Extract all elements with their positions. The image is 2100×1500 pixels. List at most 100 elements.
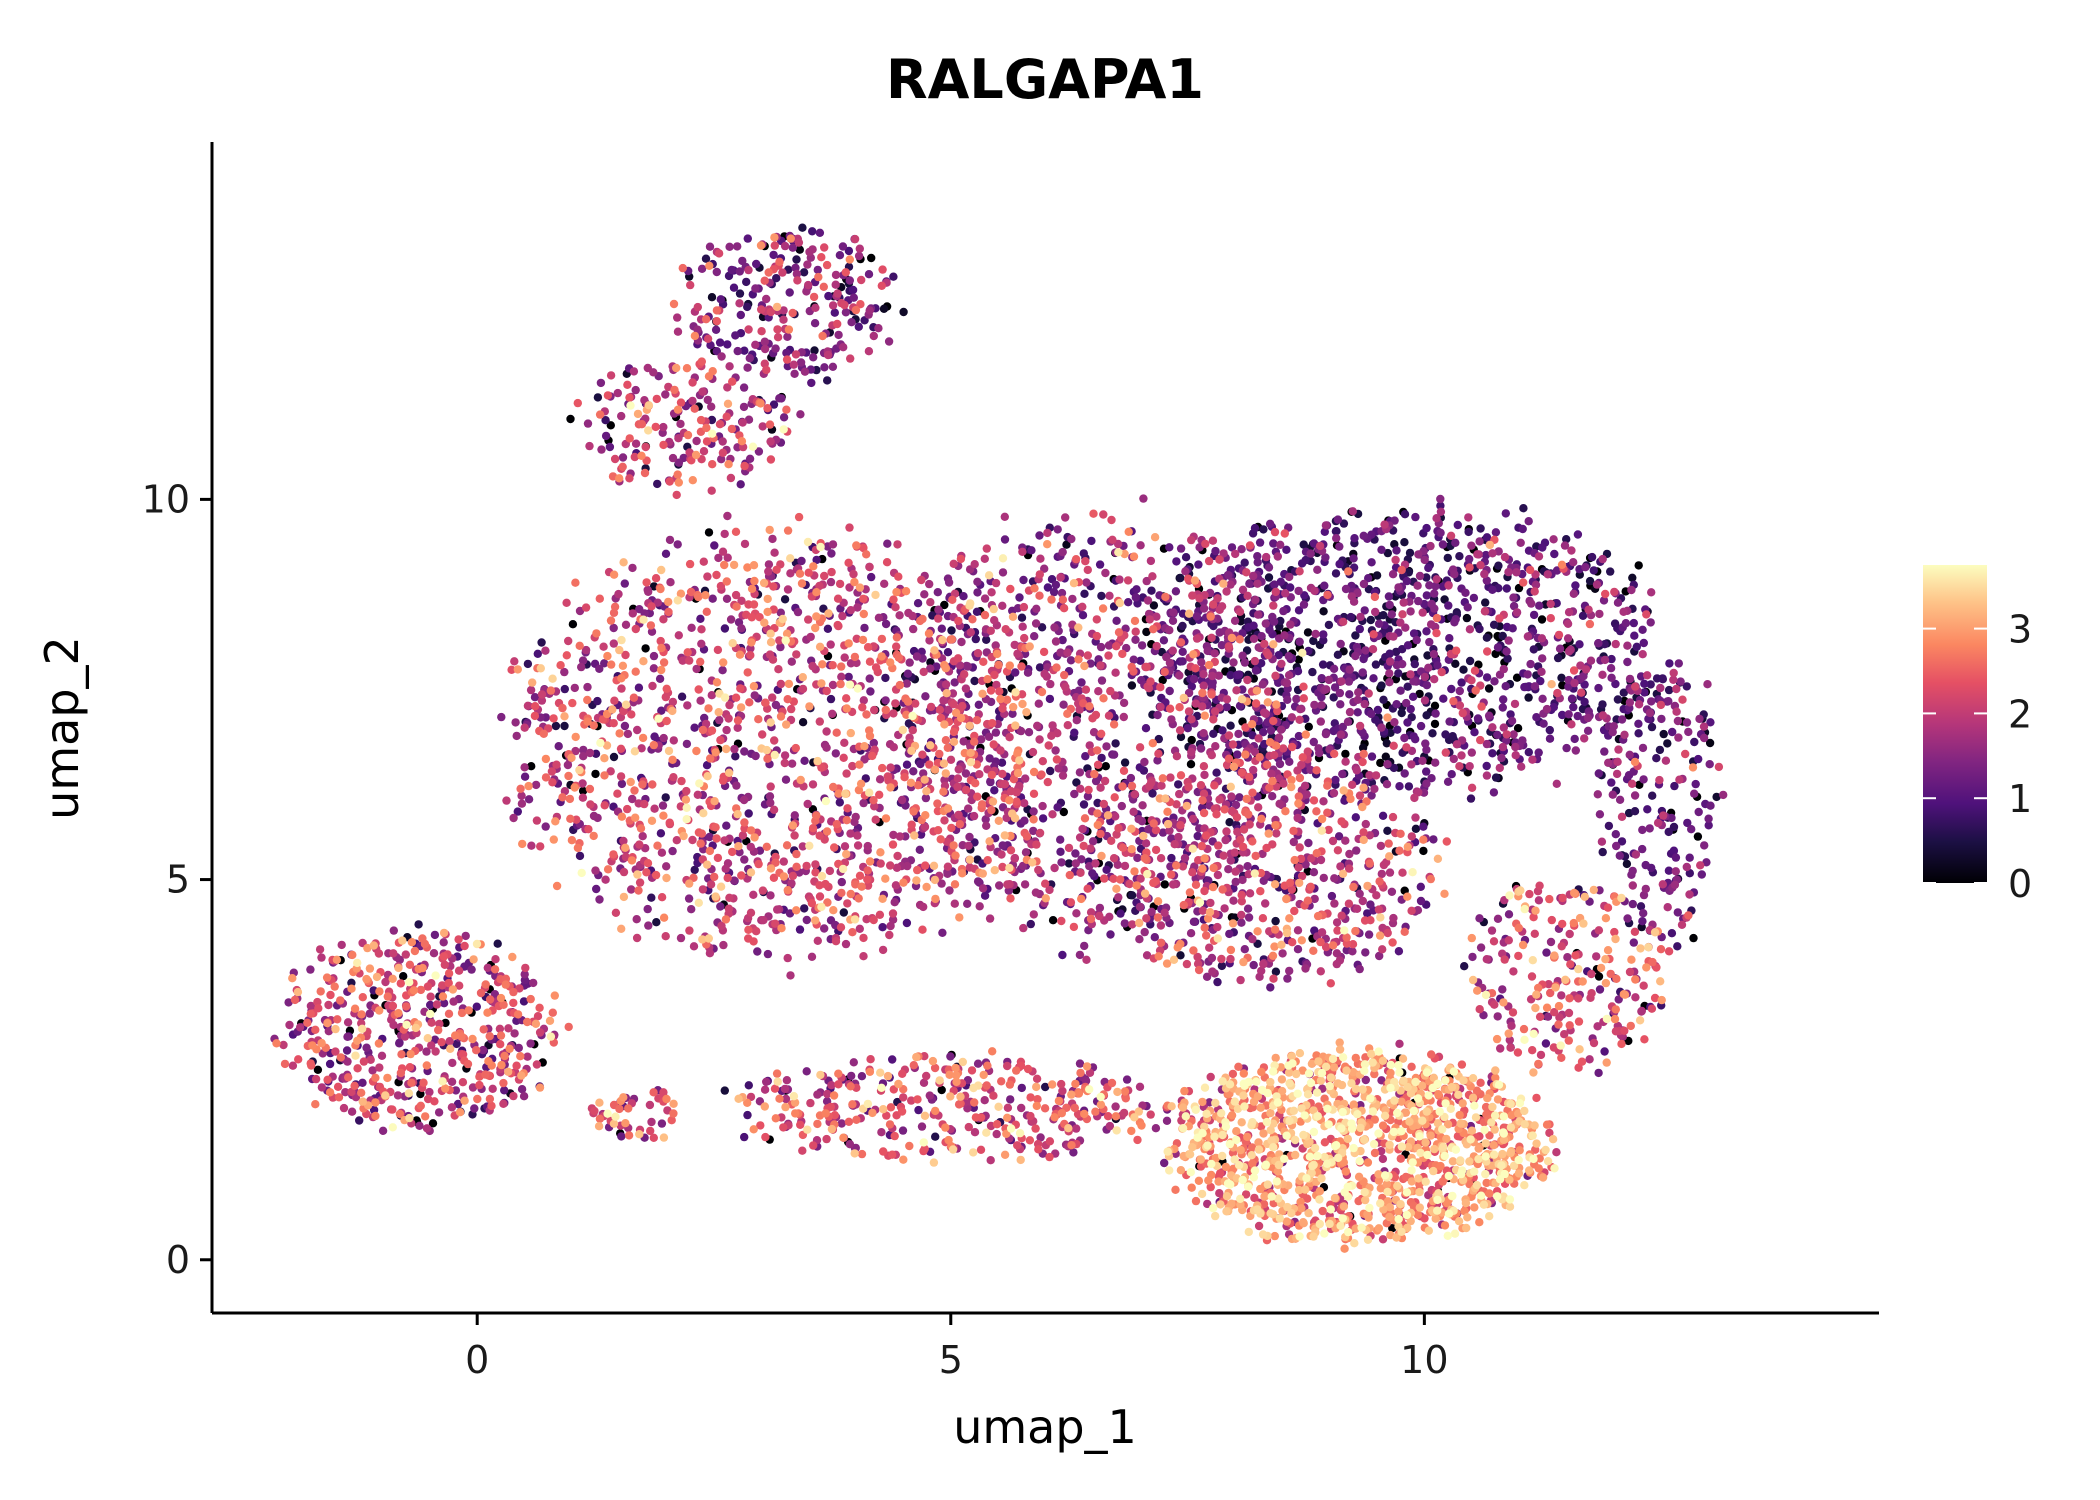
cell-point [1443,553,1453,563]
cell-point [1630,807,1640,816]
cell-point [902,760,912,769]
cell-point [1310,894,1319,904]
cell-point [1384,592,1394,601]
cell-point [1210,707,1220,716]
cell-point [1482,739,1492,749]
cell-point [1303,867,1312,876]
cell-point [1676,677,1685,686]
cell-point [1502,736,1511,745]
cell-point [606,767,615,776]
cell-point [1613,695,1623,704]
cell-point [1319,636,1328,645]
cell-point [782,1076,792,1085]
cell-point [1129,807,1138,816]
cell-point [1208,682,1217,691]
cell-point [1006,1095,1015,1104]
cell-point [1444,581,1453,590]
cell-point [769,805,779,814]
cell-point [807,378,816,388]
cell-point [987,588,996,597]
cell-point [815,892,825,901]
cell-point [1309,737,1319,747]
cell-point [938,928,947,937]
cell-point [439,999,449,1008]
cell-point [687,623,696,632]
cell-point [647,627,657,636]
cell-point [1422,767,1431,776]
cell-point [467,965,476,974]
cell-point [1361,819,1371,829]
cell-point [717,352,726,361]
cell-point [1398,659,1407,669]
cell-point [1403,641,1413,650]
cell-point [1239,825,1249,834]
cell-point [1677,920,1687,929]
cell-point [1006,787,1016,796]
cell-point [1029,910,1039,919]
cell-point [1209,600,1218,609]
cell-point [563,760,573,770]
cell-point [939,696,948,705]
cell-point [1032,604,1041,613]
cell-point [1390,718,1399,727]
cell-point [715,338,725,347]
cell-point [895,611,904,620]
cell-point [1537,667,1546,676]
cell-point [1081,1076,1091,1086]
cell-point [1504,910,1514,919]
cell-point [1642,610,1651,619]
cell-point [982,821,991,830]
cell-point [1422,681,1432,690]
cell-point [841,308,851,317]
cell-point [779,413,789,422]
cell-point [1673,908,1683,917]
cell-point [1226,721,1235,730]
cell-point [1371,660,1381,669]
cell-point [1148,572,1157,581]
cell-point [1355,624,1365,634]
cell-point [903,669,913,678]
cell-point [893,540,902,549]
cell-point [1297,871,1307,881]
cell-point [1158,828,1168,837]
cell-point [724,904,734,913]
cell-point [1250,656,1260,666]
cell-point [1617,715,1627,724]
cell-point [920,1052,929,1061]
cell-point [1428,729,1437,738]
cell-point [1124,598,1133,607]
cell-point [849,293,858,302]
cell-point [1671,867,1681,876]
cell-point [869,738,878,748]
cell-point [899,307,908,317]
cell-point [1535,601,1544,610]
cell-point [1231,877,1240,887]
cell-point [1578,611,1588,620]
cell-point [541,646,550,655]
cell-point [1579,672,1588,681]
cell-point [1175,671,1184,680]
cell-point [1205,943,1214,952]
cell-point [1427,774,1436,783]
cell-point [888,909,898,918]
cell-point [1480,607,1490,616]
cell-point [696,614,705,623]
cell-point [1127,891,1137,900]
cell-point [1630,927,1640,936]
cell-point [1251,666,1261,675]
cell-point [1659,811,1668,820]
cell-point [789,360,798,369]
cell-point [488,1084,497,1094]
cell-point [461,931,470,941]
cell-point [1214,841,1223,850]
cell-point [1657,714,1666,724]
cell-point [1018,547,1027,556]
cell-point [590,1106,599,1116]
cell-point [1383,928,1392,938]
cell-point [725,700,734,710]
cell-point [1645,824,1654,833]
cell-point [907,1096,916,1105]
cell-point [1436,507,1446,516]
cell-point [958,701,967,711]
cell-point [366,1055,375,1065]
